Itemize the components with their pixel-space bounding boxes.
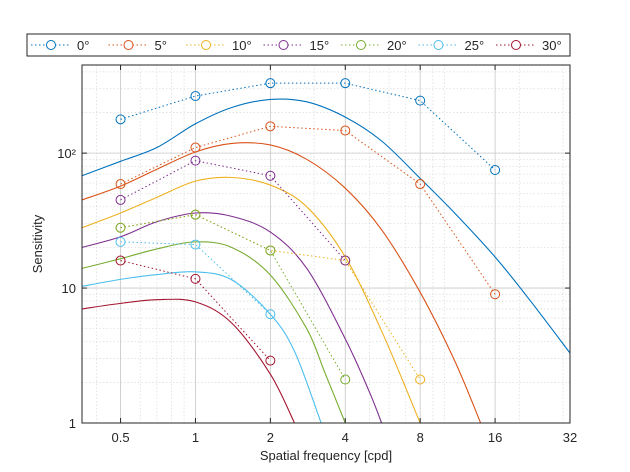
data-point bbox=[415, 374, 426, 385]
y-tick-label: 10 bbox=[62, 281, 76, 296]
data-point bbox=[115, 236, 126, 247]
model-curve bbox=[81, 176, 421, 424]
data-point bbox=[265, 245, 276, 256]
model-curve bbox=[81, 241, 346, 424]
data-point bbox=[115, 179, 126, 190]
x-tick-label: 1 bbox=[192, 430, 199, 445]
measured-line bbox=[120, 260, 271, 361]
x-tick-label: 0.5 bbox=[112, 430, 130, 445]
y-tick-labels: 1 10 10² bbox=[57, 146, 76, 431]
y-axis-label: Sensitivity bbox=[30, 214, 45, 273]
x-tick-label: 2 bbox=[267, 430, 274, 445]
data-point bbox=[265, 121, 276, 132]
data-point bbox=[265, 355, 276, 366]
model-curve bbox=[81, 212, 383, 424]
plot-area bbox=[82, 65, 570, 423]
y-tick-label: 10² bbox=[57, 146, 76, 161]
legend: 0° 5° 10° 15° 20° 25° 30° bbox=[26, 33, 571, 57]
data-point bbox=[265, 170, 276, 181]
data-point bbox=[190, 142, 201, 153]
model-curve bbox=[81, 98, 571, 354]
x-axis-label: Spatial frequency [cpd] bbox=[260, 448, 392, 463]
x-tick-label: 16 bbox=[488, 430, 502, 445]
data-point bbox=[340, 374, 351, 385]
grid bbox=[82, 65, 571, 424]
legend-label: 10° bbox=[232, 38, 252, 53]
data-point bbox=[115, 114, 126, 125]
legend-marker bbox=[46, 40, 56, 50]
data-point bbox=[190, 155, 201, 166]
data-point bbox=[340, 255, 351, 266]
legend-box bbox=[26, 33, 571, 57]
data-point bbox=[190, 239, 201, 250]
data-point bbox=[490, 289, 501, 300]
data-point bbox=[190, 91, 201, 102]
data-point bbox=[340, 78, 351, 89]
data-point bbox=[415, 179, 426, 190]
x-tick-label: 4 bbox=[342, 430, 349, 445]
legend-marker bbox=[201, 40, 211, 50]
data-point bbox=[265, 78, 276, 89]
measured-line bbox=[120, 125, 496, 295]
data-point bbox=[115, 255, 126, 266]
plot-frame bbox=[81, 64, 571, 424]
legend-marker bbox=[511, 40, 521, 50]
data-point bbox=[115, 194, 126, 205]
legend-marker bbox=[433, 40, 444, 50]
legend-marker bbox=[356, 40, 366, 50]
data-point bbox=[190, 209, 201, 220]
data-point bbox=[115, 222, 126, 233]
data-point bbox=[490, 164, 501, 175]
model-curve bbox=[81, 298, 295, 424]
measured-line bbox=[120, 241, 271, 315]
model-curves bbox=[81, 98, 571, 424]
measured-line bbox=[120, 82, 496, 171]
legend-label: 5° bbox=[155, 38, 167, 53]
measured-markers bbox=[115, 78, 501, 385]
data-point bbox=[190, 273, 201, 284]
model-curve bbox=[81, 142, 482, 424]
x-tick-label: 8 bbox=[417, 430, 424, 445]
legend-label: 25° bbox=[465, 38, 485, 53]
legend-label: 0° bbox=[77, 38, 89, 53]
y-tick-label: 1 bbox=[69, 416, 76, 431]
data-point bbox=[265, 309, 276, 320]
data-point bbox=[415, 95, 426, 106]
legend-marker bbox=[123, 40, 134, 50]
data-point bbox=[340, 125, 351, 136]
x-tick-labels: 0.5 1 2 4 8 16 32 bbox=[112, 430, 578, 445]
measured-curves bbox=[120, 82, 496, 380]
legend-marker bbox=[278, 40, 289, 50]
legend-label: 15° bbox=[310, 38, 330, 53]
axis-ticks bbox=[82, 65, 571, 424]
model-curve bbox=[81, 271, 322, 424]
legend-label: 20° bbox=[387, 38, 407, 53]
x-tick-label: 32 bbox=[563, 430, 577, 445]
legend-label: 30° bbox=[542, 38, 562, 53]
